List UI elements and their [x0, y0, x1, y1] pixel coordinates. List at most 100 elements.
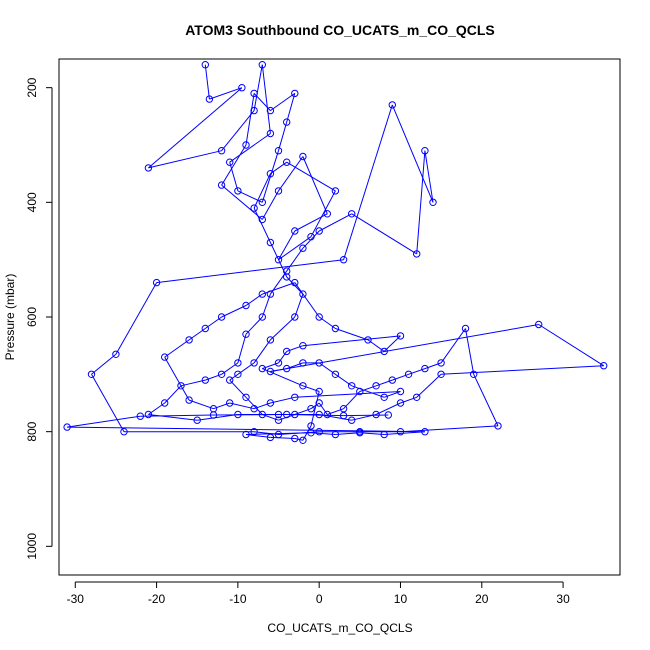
data-point [234, 410, 242, 419]
series-segment [286, 247, 304, 272]
data-point [356, 387, 364, 396]
series-segment [180, 379, 206, 387]
data-point [315, 313, 323, 321]
series-segment [318, 402, 328, 415]
series-segment [261, 293, 271, 318]
series-segment [148, 87, 243, 169]
data-point [250, 428, 258, 436]
data-point [461, 324, 470, 333]
data-point [331, 324, 340, 333]
data-point [323, 210, 331, 218]
data-point [266, 367, 275, 376]
series-segment [229, 162, 239, 192]
data-point [307, 405, 315, 413]
series-segment [245, 93, 255, 146]
series-segment [229, 133, 271, 163]
data-point [421, 364, 429, 373]
data-point [266, 290, 275, 298]
series-segment [148, 150, 222, 169]
series-segment [286, 161, 336, 192]
data-point [136, 412, 145, 420]
series-segment [351, 385, 385, 398]
data-point [315, 227, 323, 235]
series-segment [286, 93, 296, 123]
data-point [331, 370, 340, 378]
data-point [600, 362, 608, 370]
data-point [388, 101, 396, 109]
series-segment [335, 328, 369, 341]
x-tick-label: -30 [67, 592, 85, 606]
data-point [299, 382, 307, 390]
data-point [266, 129, 275, 138]
data-point [234, 187, 242, 195]
y-tick-label: 800 [25, 421, 39, 441]
series-segment [261, 190, 279, 220]
data-point [299, 244, 307, 252]
data-point [250, 204, 258, 212]
y-tick-label: 1000 [25, 533, 39, 560]
data-point [291, 393, 299, 401]
data-point [437, 370, 445, 378]
data-point [307, 233, 315, 241]
series-segment [253, 173, 271, 209]
data-point [217, 370, 226, 378]
series-segment [204, 64, 210, 100]
series-segment [140, 414, 214, 417]
data-point [396, 428, 405, 436]
data-point [380, 430, 388, 439]
series-segment [294, 438, 304, 441]
data-point [291, 410, 299, 419]
series-segment [278, 230, 296, 260]
data-point [217, 181, 226, 189]
data-point [380, 347, 388, 356]
series-segment [302, 335, 401, 347]
data-point [274, 359, 283, 367]
series-segment [310, 402, 320, 410]
series-segment [473, 374, 499, 427]
data-point [429, 198, 437, 207]
data-point [291, 89, 299, 98]
y-axis: 200 400 600 800 1000 [25, 77, 53, 560]
series-segment [424, 150, 434, 203]
data-point [396, 332, 405, 340]
data-point [299, 359, 307, 367]
series-segment [164, 339, 190, 358]
data-point [274, 430, 283, 439]
series-segment [318, 213, 352, 232]
data-point [217, 313, 226, 321]
data-point [250, 405, 258, 413]
series-segment [391, 104, 434, 203]
data-point [242, 301, 250, 310]
series-segment [294, 282, 320, 318]
series-segment [343, 414, 389, 417]
series-segment [384, 431, 425, 435]
data-point [217, 147, 226, 155]
series-segment [253, 64, 263, 111]
series-segment [270, 92, 296, 112]
series-segment [253, 93, 271, 111]
data-point [470, 370, 478, 378]
series-segment [335, 432, 360, 435]
data-point [299, 436, 307, 444]
series-segment [164, 356, 190, 401]
series-segment [416, 150, 426, 254]
series-segment [91, 374, 125, 432]
data-point [177, 382, 185, 390]
data-point [87, 370, 96, 378]
series-segment [245, 434, 271, 438]
data-point [258, 198, 266, 207]
x-tick-label: 10 [394, 592, 408, 606]
series-segment [278, 351, 288, 364]
data-point [364, 336, 372, 344]
series-segment [164, 385, 182, 404]
series-segment [310, 391, 320, 427]
x-axis-label: CO_UCATS_m_CO_QCLS [267, 621, 412, 635]
data-point [331, 187, 340, 195]
series-segment [440, 328, 466, 364]
data-point [205, 95, 214, 103]
plot-area [63, 60, 608, 444]
data-point [307, 429, 315, 437]
data-point [396, 387, 405, 396]
series-segment [538, 324, 604, 367]
